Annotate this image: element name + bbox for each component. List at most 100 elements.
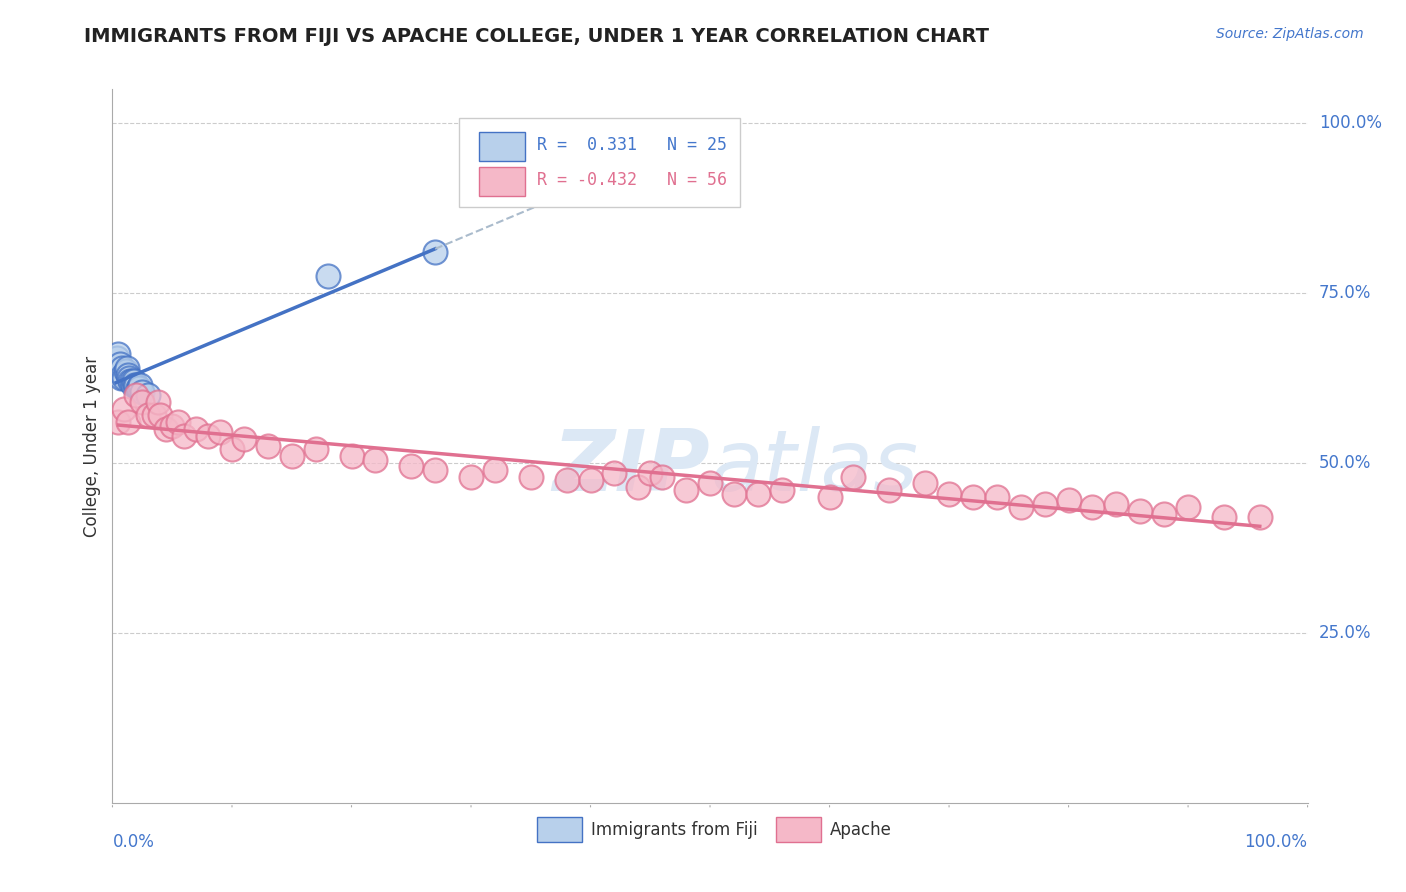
Point [125,377,148,392]
Text: 100.0%: 100.0% [1244,833,1308,851]
FancyBboxPatch shape [537,817,582,842]
Text: ZIP: ZIP [553,425,710,509]
Text: IMMIGRANTS FROM FIJI VS APACHE COLLEGE, UNDER 1 YEAR CORRELATION CHART: IMMIGRANTS FROM FIJI VS APACHE COLLEGE, … [84,27,990,45]
Point [1010,500,1032,515]
Point [914,476,936,491]
Point [1249,510,1271,524]
Point [114,364,136,378]
Point [520,469,543,483]
Point [1153,507,1175,521]
Point [125,388,148,402]
Point [149,409,172,423]
Point [675,483,697,498]
Point [640,466,662,480]
Point [627,480,650,494]
FancyBboxPatch shape [458,118,740,207]
Point [173,429,195,443]
Point [842,469,865,483]
Point [699,476,721,491]
Point [340,449,363,463]
Point [1057,493,1080,508]
Point [651,469,673,483]
Point [111,360,134,375]
Point [221,442,243,457]
Point [120,375,142,389]
Point [401,459,423,474]
Text: Apache: Apache [830,821,891,838]
Point [603,466,626,480]
Point [128,381,150,395]
FancyBboxPatch shape [479,167,524,195]
Point [108,358,131,372]
Text: atlas: atlas [710,425,918,509]
Point [1105,497,1128,511]
Point [1129,503,1152,517]
Point [747,486,769,500]
Point [131,394,153,409]
Text: 50.0%: 50.0% [1319,454,1371,472]
Point [121,375,143,389]
Point [114,401,135,416]
Point [121,377,143,392]
Point [143,409,166,423]
Point [127,381,149,395]
Point [110,371,132,385]
Point [114,371,135,385]
Point [197,429,219,443]
Point [818,490,841,504]
Point [209,425,232,440]
Point [107,415,129,429]
Text: Source: ZipAtlas.com: Source: ZipAtlas.com [1216,27,1364,41]
Point [962,490,984,504]
Point [425,245,447,260]
Point [233,432,256,446]
Point [938,486,960,500]
Point [129,377,152,392]
Point [879,483,901,498]
Point [117,415,139,429]
Point [138,409,160,423]
Text: 100.0%: 100.0% [1319,114,1382,132]
FancyBboxPatch shape [479,132,524,161]
Point [105,351,128,365]
Point [131,384,153,399]
Point [1081,500,1104,515]
Text: 25.0%: 25.0% [1319,624,1371,642]
Point [155,422,177,436]
Text: R = -0.432   N = 56: R = -0.432 N = 56 [537,171,727,189]
Point [146,394,169,409]
Point [167,415,190,429]
Point [305,442,328,457]
Point [1033,497,1056,511]
Point [162,418,183,433]
Point [425,463,447,477]
Point [1213,510,1236,524]
Point [107,347,129,361]
Point [555,473,578,487]
Point [118,371,141,385]
Point [117,368,139,382]
Text: R =  0.331   N = 25: R = 0.331 N = 25 [537,136,727,153]
Text: Immigrants from Fiji: Immigrants from Fiji [591,821,758,838]
Point [460,469,482,483]
Point [124,377,146,392]
Text: 75.0%: 75.0% [1319,284,1371,302]
Point [770,483,793,498]
Point [122,375,145,389]
Point [1177,500,1199,515]
Point [316,269,339,284]
Point [364,452,387,467]
Point [138,388,160,402]
FancyBboxPatch shape [776,817,821,842]
Point [484,463,506,477]
Y-axis label: College, Under 1 year: College, Under 1 year [83,355,101,537]
Point [257,439,280,453]
Point [579,473,602,487]
Point [281,449,304,463]
Point [112,368,135,382]
Point [723,486,745,500]
Point [105,364,128,378]
Point [115,360,138,375]
Point [986,490,1008,504]
Text: 0.0%: 0.0% [112,833,155,851]
